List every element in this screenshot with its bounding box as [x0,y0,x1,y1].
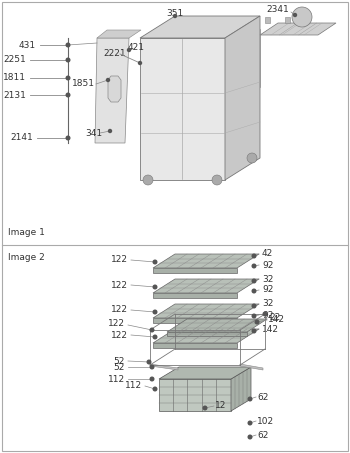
Circle shape [248,435,252,439]
Circle shape [139,62,141,64]
Text: 341: 341 [85,129,102,138]
Text: 351: 351 [166,9,184,18]
Text: 2341: 2341 [267,5,289,14]
Circle shape [150,365,154,369]
Text: 22: 22 [269,313,280,323]
Polygon shape [167,319,267,332]
Polygon shape [108,76,121,102]
Polygon shape [140,16,260,38]
Circle shape [66,136,70,140]
Polygon shape [240,364,263,370]
Polygon shape [153,279,259,293]
Text: 2141: 2141 [10,134,33,143]
Polygon shape [231,367,251,411]
Text: 62: 62 [257,430,268,439]
Polygon shape [153,268,237,273]
Circle shape [248,397,252,401]
Circle shape [153,285,157,289]
Polygon shape [97,30,141,38]
Text: 142: 142 [268,315,285,324]
Circle shape [252,289,256,293]
Text: 2221: 2221 [103,48,126,58]
Text: 112: 112 [108,375,125,384]
Text: 1851: 1851 [72,78,95,87]
Polygon shape [95,38,129,143]
Text: 1811: 1811 [3,73,26,82]
Text: Image 2: Image 2 [8,253,45,262]
Polygon shape [150,364,178,370]
Circle shape [212,175,222,185]
Text: 122: 122 [111,280,128,289]
Text: 52: 52 [114,362,125,371]
Text: 431: 431 [19,40,36,49]
Circle shape [108,130,112,132]
Text: 52: 52 [114,357,125,366]
Circle shape [66,93,70,97]
Circle shape [153,387,157,391]
Circle shape [252,329,256,333]
Circle shape [252,254,256,258]
Circle shape [252,264,256,268]
Circle shape [153,260,157,264]
Text: 142: 142 [262,324,279,333]
Polygon shape [153,318,237,323]
Polygon shape [153,329,259,343]
Circle shape [150,377,154,381]
Text: 32: 32 [262,299,273,308]
Circle shape [252,314,256,318]
Text: 122: 122 [111,331,128,339]
Text: 112: 112 [125,381,142,390]
Circle shape [153,310,157,314]
Text: 2251: 2251 [3,56,26,64]
Polygon shape [140,38,225,180]
Circle shape [252,279,256,283]
Circle shape [143,175,153,185]
Text: Image 1: Image 1 [8,227,45,236]
Circle shape [247,153,257,163]
Text: 421: 421 [128,43,145,53]
Circle shape [66,58,70,62]
Polygon shape [159,379,231,411]
Text: 92: 92 [262,260,273,270]
Circle shape [252,304,256,308]
Text: 102: 102 [257,416,274,425]
Text: 32: 32 [262,275,273,284]
Circle shape [147,360,151,364]
Circle shape [203,406,207,410]
Text: 92: 92 [262,310,273,319]
Circle shape [150,328,154,332]
Text: 12: 12 [215,400,226,410]
Polygon shape [265,17,270,23]
Text: 122: 122 [111,255,128,265]
Text: 62: 62 [257,392,268,401]
Polygon shape [153,343,237,348]
Circle shape [294,14,296,16]
Circle shape [174,14,176,18]
Polygon shape [153,254,259,268]
Polygon shape [153,293,237,298]
Text: 92: 92 [262,285,273,294]
Text: 2131: 2131 [3,91,26,100]
Circle shape [248,421,252,425]
Polygon shape [159,367,251,379]
Polygon shape [167,332,247,336]
Circle shape [153,335,157,339]
Text: 122: 122 [108,319,125,328]
Circle shape [106,78,110,82]
Text: 122: 122 [111,305,128,314]
Circle shape [263,312,267,316]
Circle shape [255,320,259,324]
Circle shape [292,7,312,27]
Polygon shape [285,17,290,23]
Polygon shape [260,23,336,35]
Text: 42: 42 [262,250,273,259]
Circle shape [127,48,131,52]
Polygon shape [225,16,260,180]
Circle shape [66,76,70,80]
Polygon shape [153,304,259,318]
Circle shape [66,43,70,47]
